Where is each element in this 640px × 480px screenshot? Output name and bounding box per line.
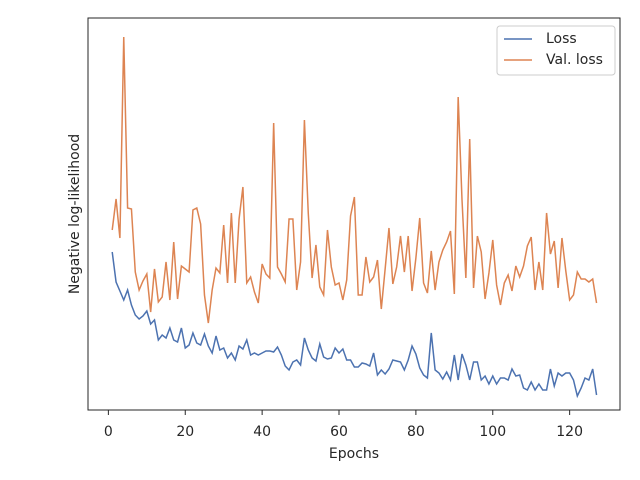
x-axis-label: Epochs xyxy=(329,446,379,462)
x-tick-label: 80 xyxy=(407,424,425,440)
y-axis-label: Negative log-likelihood xyxy=(67,134,83,294)
legend-label: Val. loss xyxy=(546,52,603,68)
x-tick-label: 40 xyxy=(253,424,271,440)
x-tick-label: 60 xyxy=(330,424,348,440)
series-line xyxy=(111,36,598,324)
plot-frame xyxy=(87,17,621,411)
series-line xyxy=(111,251,598,399)
x-tick-label: 100 xyxy=(479,424,506,440)
x-tick-label: 120 xyxy=(556,424,583,440)
legend-label: Loss xyxy=(546,31,577,47)
x-tick-label: 0 xyxy=(104,424,113,440)
x-tick-label: 20 xyxy=(176,424,194,440)
